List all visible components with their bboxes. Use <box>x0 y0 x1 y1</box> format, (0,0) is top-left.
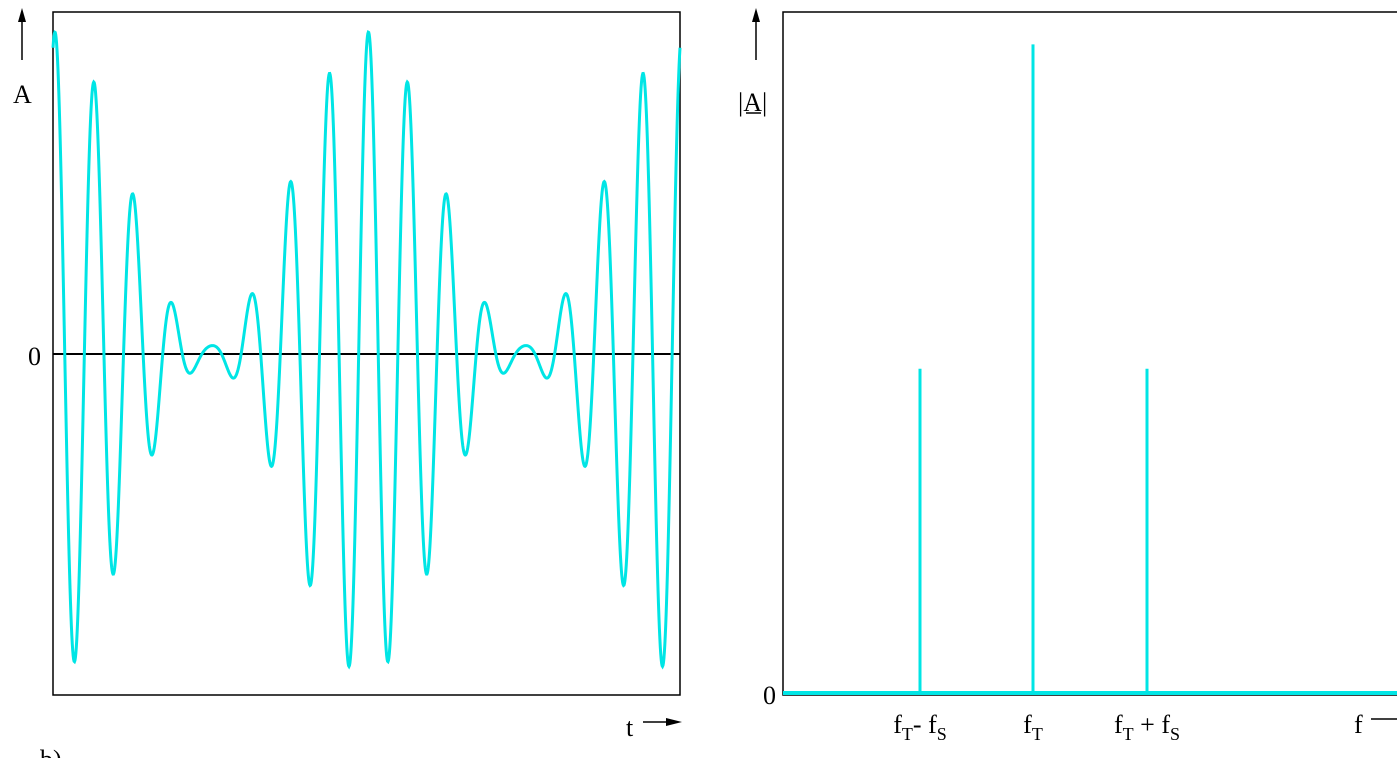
y-axis-arrow-head <box>18 8 26 22</box>
panel-label-b: b) <box>40 745 62 758</box>
x-axis-arrow-head <box>666 718 682 726</box>
x-tick-label-3: fT + fS <box>1114 710 1180 744</box>
y-tick-zero-right: 0 <box>763 681 776 710</box>
y-axis-label-A: A <box>13 80 32 109</box>
y-axis-label-abs-A: |A| <box>738 88 767 117</box>
x-tick-label-2: fT <box>1023 710 1043 744</box>
spectrum-marks: fT- fS fT fT + fS <box>783 44 1397 744</box>
am-signal-line <box>51 29 682 670</box>
x-axis-label-f: f <box>1354 710 1363 739</box>
time-domain-panel: A 0 t b) <box>13 8 682 758</box>
spectrum-panel: |A| 0 fT- fS fT fT + fS f <box>738 8 1397 744</box>
y-axis-arrow-head-right <box>752 8 760 22</box>
x-tick-label-1: fT- fS <box>893 710 947 744</box>
x-axis-label-t: t <box>626 713 634 742</box>
spectrum-plot-frame <box>782 11 1397 696</box>
y-tick-zero: 0 <box>28 342 41 371</box>
